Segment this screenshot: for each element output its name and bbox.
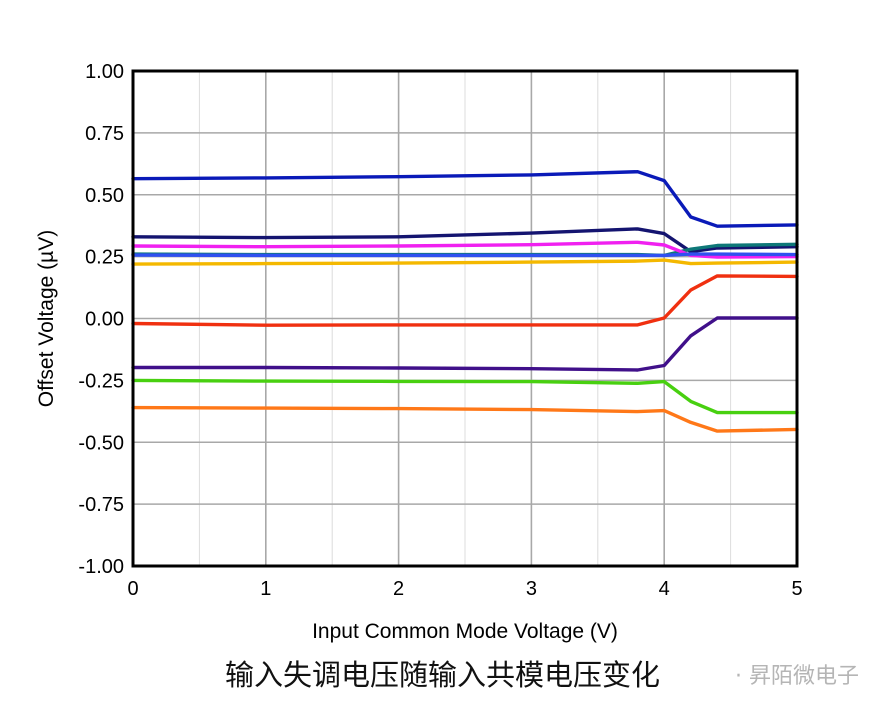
series-line-2 [131,227,799,254]
series-line-1 [131,170,799,228]
x-tick-label: 5 [791,578,802,600]
x-tick-label: 3 [526,578,537,600]
y-tick-label: 0.25 [85,247,124,269]
y-tick-label: 0.00 [85,309,124,331]
y-tick-label: 1.00 [85,61,124,83]
chart-grid [133,71,797,566]
y-tick-label: 0.50 [85,185,124,207]
series-line-10 [131,405,799,433]
series-line-5 [131,252,799,258]
y-tick-label: -0.25 [78,370,124,392]
series-line-6 [131,258,799,266]
x-axis-label: Input Common Mode Voltage (V) [312,620,618,643]
x-tick-label: 0 [127,578,138,600]
y-tick-label: 0.75 [85,123,124,145]
x-tick-label: 2 [393,578,404,600]
series-line-9 [131,378,799,415]
series-line-7 [131,274,799,327]
y-tick-label: -0.75 [78,494,124,516]
tick-labels: 0 1 2 3 4 5 1.00 0.75 0.50 0.25 0.00 -0.25 -0.50 -0.7… [78,61,802,600]
y-axis-label: Offset Voltage (µV) [35,230,58,407]
watermark: · 昇陌微电子 [735,664,859,689]
x-tick-label: 1 [260,578,271,600]
chart-series [131,170,799,433]
series-line-8 [131,316,799,372]
y-tick-label: -0.50 [78,432,124,454]
x-tick-label: 4 [659,578,670,600]
chart-caption: 输入失调电压随输入共模电压变化 [224,658,660,692]
y-tick-label: -1.00 [78,556,124,578]
plot-frame [131,69,799,568]
series-line-4 [131,240,799,259]
